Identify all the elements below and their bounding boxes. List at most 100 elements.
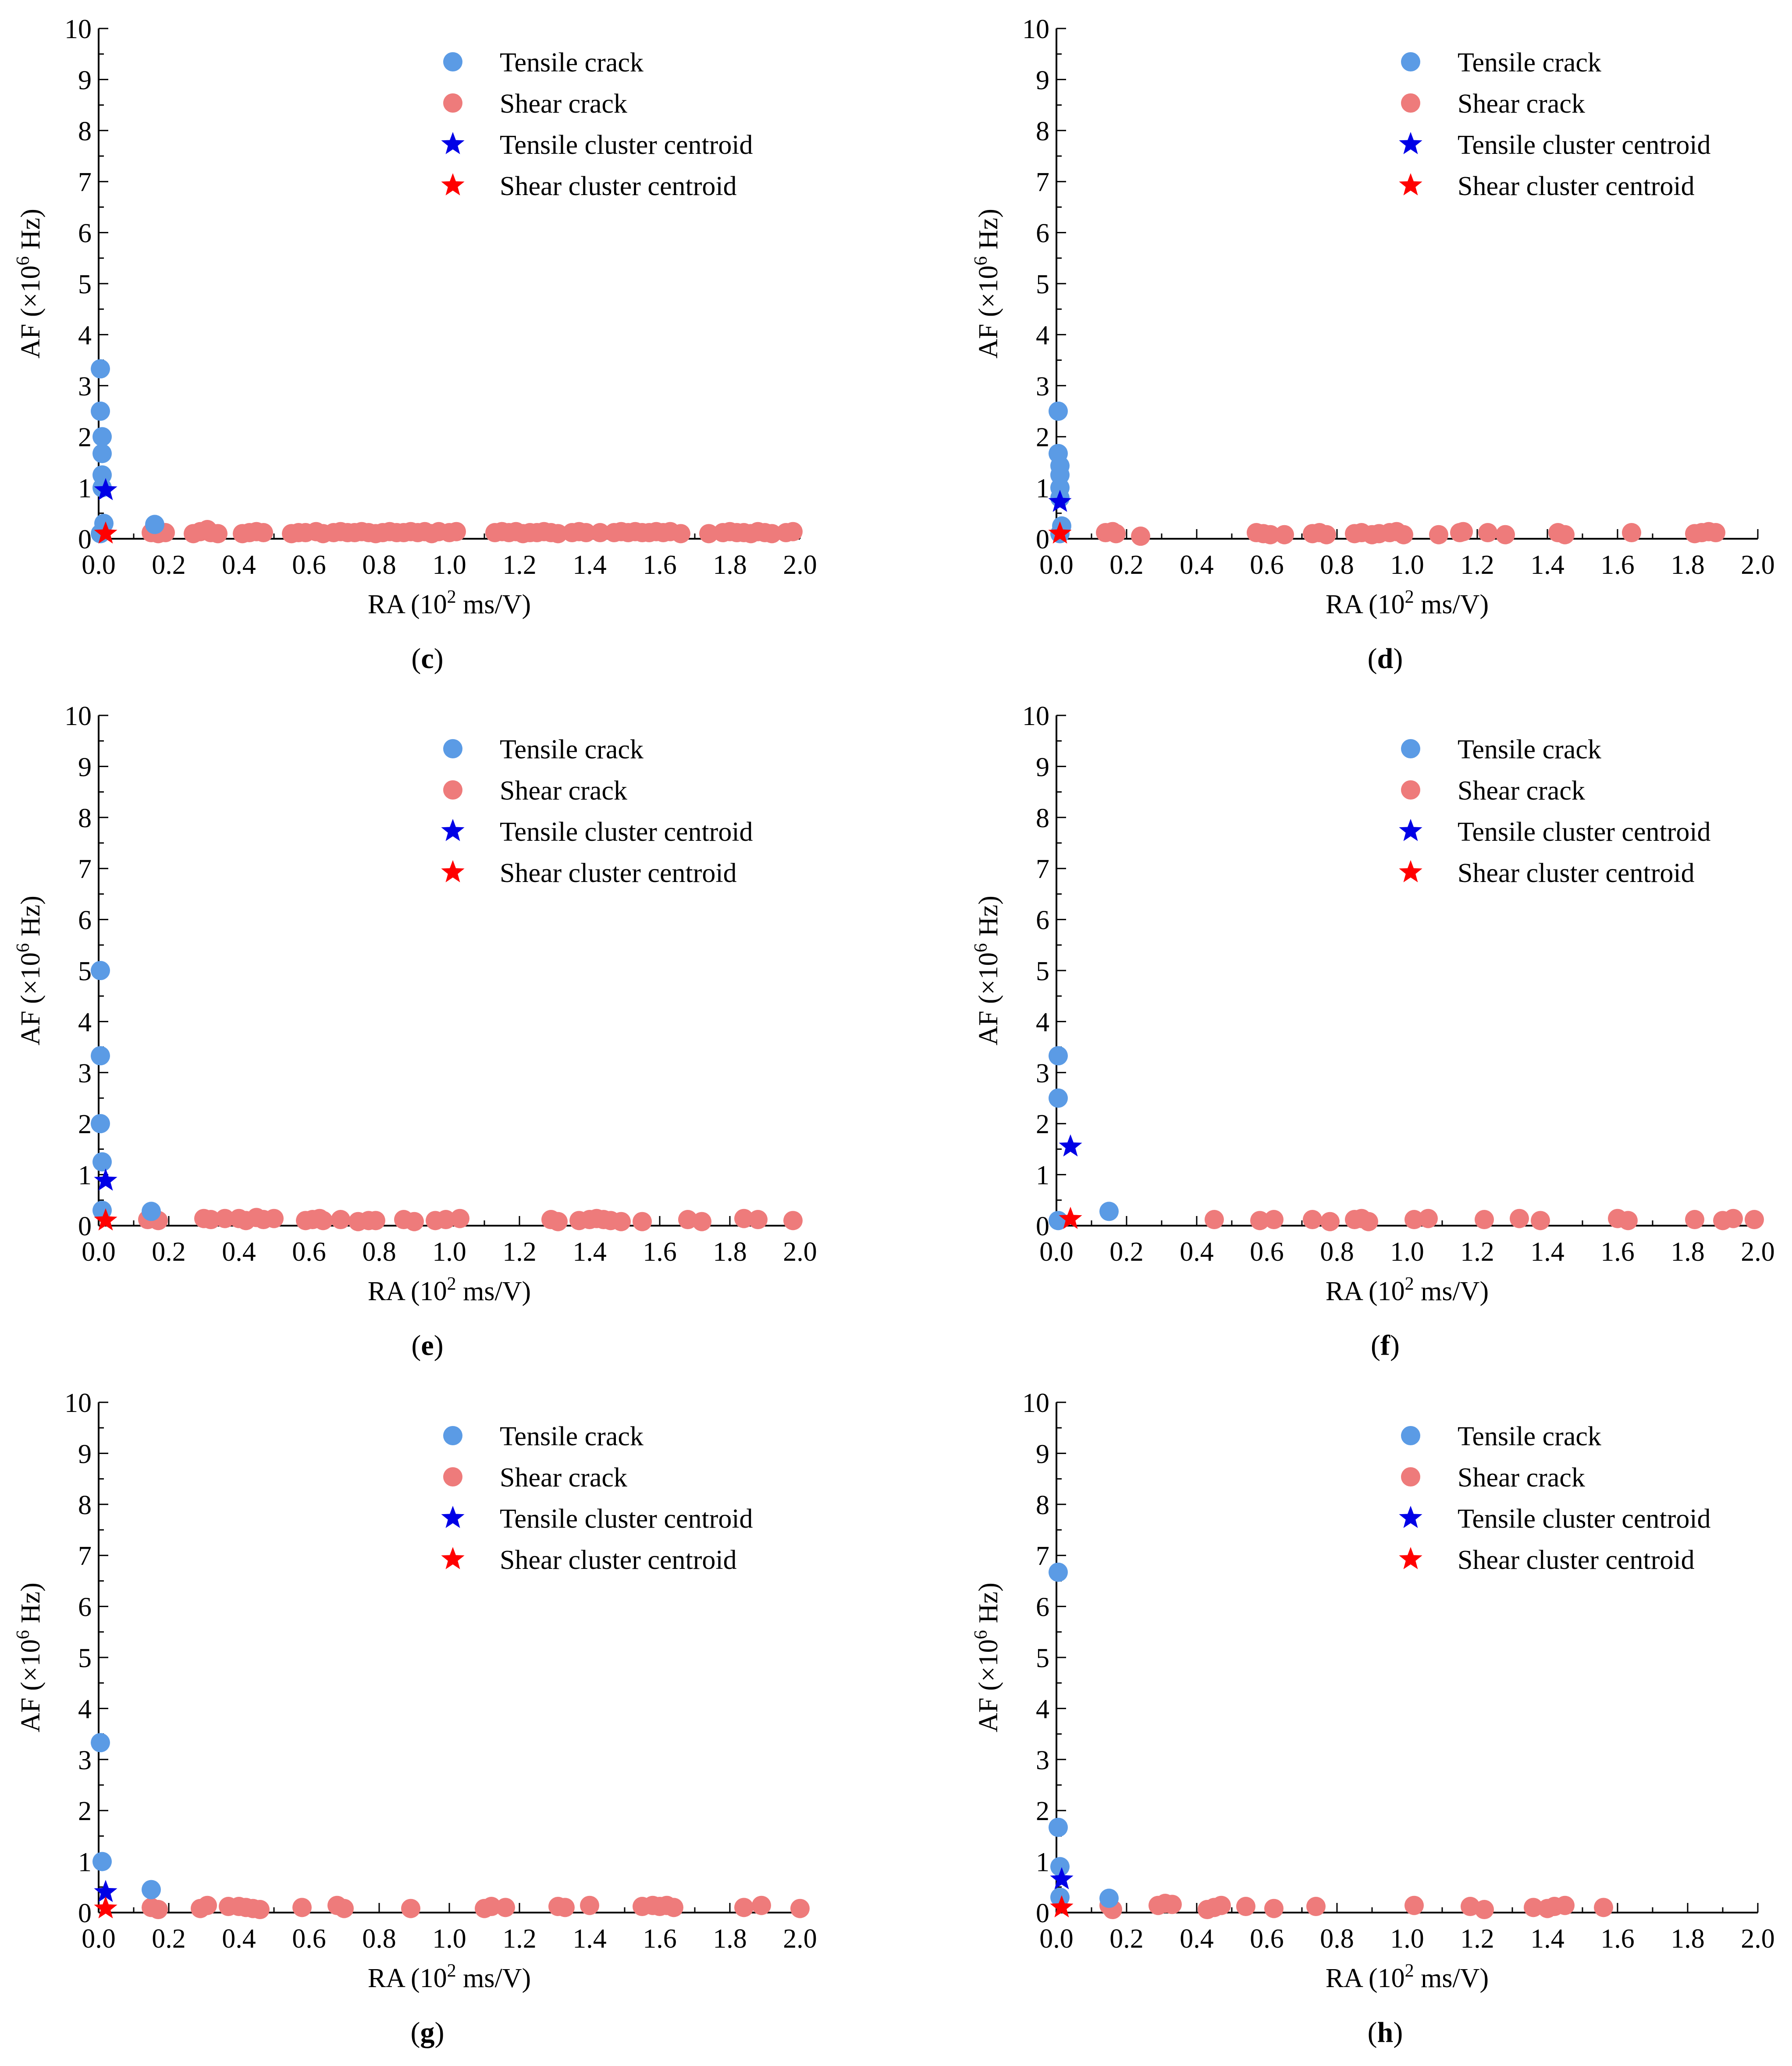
y-tick-label: 6 <box>1036 906 1049 935</box>
legend-shear-centroid-marker <box>441 860 465 882</box>
tensile-crack-point <box>1049 402 1068 421</box>
y-tick-label: 1 <box>78 1161 92 1191</box>
shear-crack-point <box>1303 1210 1322 1230</box>
x-tick-label: 0.2 <box>152 1237 186 1267</box>
x-tick-label: 1.2 <box>1460 1237 1494 1267</box>
shear-crack-point <box>1131 526 1150 546</box>
shear-crack-point <box>1306 1897 1326 1917</box>
legend-tensile-centroid-label: Tensile cluster centroid <box>500 817 753 847</box>
x-tick-label: 2.0 <box>1741 1924 1775 1954</box>
legend-shear-centroid-marker <box>441 173 465 196</box>
panel-f: 0.0 0.2 0.4 0.6 0.8 1.0 1.2 1.4 1.6 1.8 2.0 0 1 2 3 4 5 6… <box>971 701 1775 1362</box>
shear-crack-point <box>149 1900 168 1920</box>
legend-shear-centroid-label: Shear cluster centroid <box>1458 171 1695 201</box>
x-tick-label: 0.0 <box>1039 550 1074 580</box>
shear-crack-point <box>450 1209 469 1228</box>
legend-shear-crack-marker <box>1401 780 1420 800</box>
y-axis-title: AF (×106 Hz) <box>971 896 1003 1045</box>
y-tick-label: 1 <box>78 1848 92 1878</box>
y-tick-label: 5 <box>1036 1643 1049 1673</box>
x-tick-label: 0.8 <box>1320 1924 1354 1954</box>
legend-tensile-centroid-label: Tensile cluster centroid <box>500 1504 753 1534</box>
panel-label: (e) <box>411 1330 443 1362</box>
legend-shear-crack-label: Shear crack <box>1458 776 1585 806</box>
shear-crack-point <box>590 523 610 543</box>
tensile-crack-point <box>92 1152 112 1172</box>
legend-tensile-crack-label: Tensile crack <box>1458 735 1601 765</box>
legend-tensile-crack-label: Tensile crack <box>1458 48 1601 78</box>
y-tick-label: 0 <box>78 525 92 555</box>
x-tick-label: 0.4 <box>222 1237 256 1267</box>
y-tick-label: 10 <box>64 14 92 44</box>
shear-crack-point <box>198 1895 217 1915</box>
x-tick-label: 0.4 <box>1180 1237 1214 1267</box>
panel-e: 0.0 0.2 0.4 0.6 0.8 1.0 1.2 1.4 1.6 1.8 2.0 0 1 2 3 4 5 6… <box>13 701 817 1362</box>
shear-crack-point <box>1429 525 1448 544</box>
shear-crack-point <box>366 1211 385 1230</box>
legend-tensile-crack-label: Tensile crack <box>500 48 644 78</box>
panel-label: (g) <box>411 2016 444 2048</box>
legend-tensile-centroid-label: Tensile cluster centroid <box>1458 817 1711 847</box>
shear-crack-point <box>1320 1212 1340 1231</box>
x-tick-label: 2.0 <box>783 550 817 580</box>
shear-centroid-star <box>94 1896 117 1919</box>
x-tick-label: 0.0 <box>82 1924 116 1954</box>
tensile-crack-point <box>1050 1888 1070 1907</box>
shear-crack-point <box>1475 1210 1494 1230</box>
x-tick-label: 0.2 <box>1109 1924 1144 1954</box>
data-points <box>91 359 803 544</box>
shear-crack-point <box>734 1209 754 1228</box>
y-tick-label: 10 <box>1022 1388 1049 1418</box>
tensile-centroid-star <box>1048 490 1072 512</box>
x-tick-label: 0.4 <box>1180 550 1214 580</box>
x-tick-label: 1.8 <box>713 550 747 580</box>
shear-crack-point <box>1163 1895 1182 1914</box>
shear-crack-point <box>699 524 718 544</box>
legend-tensile-crack-marker <box>1401 1426 1420 1445</box>
data-points <box>1048 402 1725 546</box>
shear-crack-point <box>783 522 803 541</box>
y-tick-label: 2 <box>1036 423 1049 452</box>
legend-tensile-crack-marker <box>443 52 462 71</box>
x-axis-title: RA (102 ms/V) <box>368 587 531 619</box>
x-tick-label: 0.8 <box>362 1237 396 1267</box>
y-tick-label: 4 <box>78 320 92 350</box>
shear-crack-point <box>1724 1209 1743 1228</box>
tensile-crack-point <box>91 961 110 980</box>
x-tick-label: 2.0 <box>783 1924 817 1954</box>
y-tick-label: 7 <box>78 1541 92 1571</box>
legend-shear-centroid-label: Shear cluster centroid <box>500 171 737 201</box>
legend-shear-centroid-marker <box>1399 860 1422 882</box>
y-tick-label: 2 <box>78 1109 92 1139</box>
legend-tensile-centroid-label: Tensile cluster centroid <box>1458 1504 1711 1534</box>
x-tick-label: 1.0 <box>1390 1924 1424 1954</box>
x-tick-label: 0.2 <box>152 550 186 580</box>
shear-crack-point <box>576 523 596 543</box>
legend-tensile-centroid-marker <box>1399 819 1422 841</box>
tensile-crack-point <box>91 1733 110 1753</box>
legend: Tensile crack Shear crack Tensile cluster … <box>1399 1422 1711 1575</box>
y-tick-label: 6 <box>78 1593 92 1622</box>
x-tick-label: 2.0 <box>1741 1237 1775 1267</box>
y-tick-label: 7 <box>78 167 92 197</box>
shear-centroid-star <box>94 521 117 544</box>
y-tick-label: 9 <box>78 752 92 782</box>
shear-crack-point <box>208 524 228 544</box>
shear-crack-point <box>334 1899 354 1918</box>
shear-crack-point <box>1475 1900 1494 1920</box>
shear-crack-point <box>201 1210 220 1230</box>
y-tick-label: 5 <box>78 1643 92 1673</box>
x-tick-label: 0.4 <box>1180 1924 1214 1954</box>
shear-centroid-star <box>1048 521 1072 544</box>
tensile-centroid-star <box>1050 1867 1074 1889</box>
x-tick-label: 1.6 <box>643 1237 677 1267</box>
y-tick-label: 3 <box>1036 1746 1049 1775</box>
y-tick-label: 10 <box>64 1388 92 1418</box>
legend-shear-crack-label: Shear crack <box>1458 1463 1585 1493</box>
shear-crack-point <box>313 1211 333 1230</box>
legend-shear-crack-label: Shear crack <box>500 1463 627 1493</box>
legend: Tensile crack Shear crack Tensile cluster … <box>1399 735 1711 888</box>
x-axis-title: RA (102 ms/V) <box>368 1274 531 1306</box>
y-tick-label: 3 <box>78 1059 92 1088</box>
y-tick-label: 3 <box>1036 372 1049 402</box>
